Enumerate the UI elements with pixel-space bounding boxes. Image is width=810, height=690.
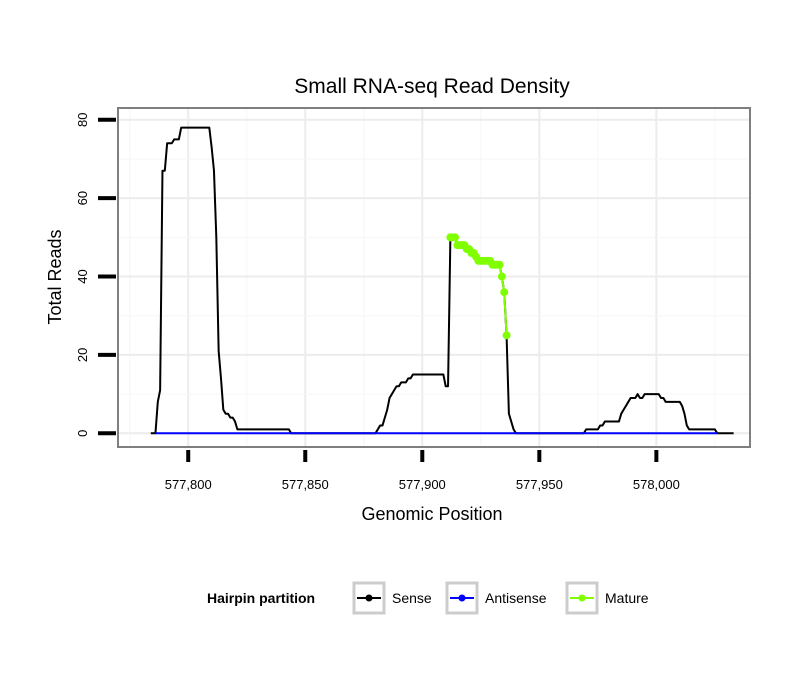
- x-tick-label: 577,900: [399, 477, 446, 492]
- legend-item-sense: Sense: [352, 581, 432, 615]
- series-layer: [150, 126, 734, 435]
- grid-lines: [118, 108, 750, 447]
- x-tick-label: 577,800: [165, 477, 212, 492]
- sense-series-line: [150, 126, 734, 435]
- mature-data-point: [495, 260, 504, 269]
- mature-data-point: [451, 233, 460, 242]
- legend-key-point: [458, 594, 466, 602]
- x-tick-label: 577,950: [516, 477, 563, 492]
- x-axis-title: Genomic Position: [361, 504, 502, 524]
- legend-label-mature: Mature: [605, 590, 649, 606]
- legend-key-point: [365, 594, 373, 602]
- x-tick-label: 577,850: [282, 477, 329, 492]
- legend-key-point: [578, 594, 586, 602]
- legend-label-antisense: Antisense: [485, 590, 547, 606]
- x-tick-label: 578,000: [633, 477, 680, 492]
- x-axis: 577,800 577,850 577,900 577,950 578,000: [165, 450, 680, 492]
- mature-data-point: [502, 331, 511, 340]
- plot-border: [117, 107, 751, 448]
- y-tick-label: 20: [75, 348, 90, 362]
- legend-label-sense: Sense: [392, 590, 432, 606]
- y-axis-title: Total Reads: [45, 229, 65, 324]
- mature-data-point: [500, 288, 509, 297]
- y-tick-label: 80: [75, 113, 90, 127]
- y-tick-label: 40: [75, 269, 90, 283]
- y-tick-label: 0: [75, 430, 90, 437]
- plot-panel: [117, 107, 751, 448]
- y-tick-label: 60: [75, 191, 90, 205]
- legend-title: Hairpin partition: [207, 590, 315, 606]
- mature-data-point: [497, 272, 506, 281]
- legend: Hairpin partition Sense Antisense Mature: [207, 581, 649, 615]
- chart-title: Small RNA-seq Read Density: [294, 75, 570, 98]
- legend-item-mature: Mature: [565, 581, 649, 615]
- y-axis: 0 20 40 60 80: [75, 113, 116, 437]
- legend-item-antisense: Antisense: [445, 581, 547, 615]
